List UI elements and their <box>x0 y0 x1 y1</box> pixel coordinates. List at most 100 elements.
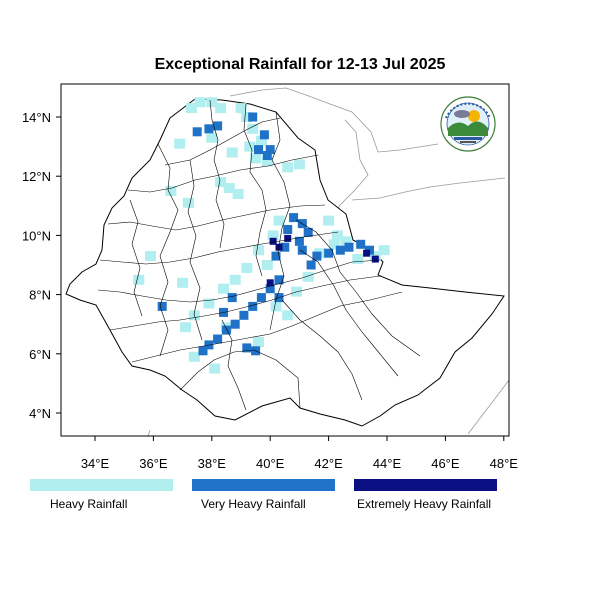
x-tick-label: 40°E <box>256 456 285 471</box>
heavy-rainfall-cell <box>267 230 279 241</box>
very-heavy-rainfall-cell <box>254 145 263 155</box>
eritrea-coast-line-2 <box>335 119 369 213</box>
y-tick-label: 8°N <box>29 288 51 303</box>
very-heavy-rainfall-cell <box>289 213 299 223</box>
very-heavy-rainfall-cell <box>297 245 307 255</box>
y-tick-label: 14°N <box>22 110 51 125</box>
very-heavy-rainfall-cell <box>335 245 345 255</box>
heavy-rainfall-cell <box>340 236 352 247</box>
very-heavy-rainfall-cell <box>221 325 231 335</box>
heavy-rainfall-cell <box>241 112 253 122</box>
y-axis: 4°N 6°N 8°N 10°N 12°N 14°N <box>22 110 61 421</box>
extreme-rainfall-cell <box>371 255 379 263</box>
gulf-of-aden-line <box>351 177 506 201</box>
very-heavy-rainfall-cell <box>262 151 272 160</box>
x-tick-label: 36°E <box>139 456 168 471</box>
extreme-rainfall-cell <box>284 234 292 242</box>
x-tick-label: 44°E <box>373 456 402 471</box>
heavy-rainfall-cell <box>244 141 256 152</box>
heavy-rainfall-cell <box>182 197 194 208</box>
heavy-rainfall-cell <box>261 156 273 167</box>
very-heavy-rainfall-cell <box>192 127 202 137</box>
heavy-rainfall-cell <box>194 97 206 108</box>
very-heavy-rainfall-cell <box>303 227 313 237</box>
somalia-coast-line <box>467 379 509 435</box>
heavy-rainfall-cell <box>174 138 186 149</box>
very-heavy-rainfall-cell <box>227 293 237 303</box>
heavy-rainfall-cell <box>177 277 189 288</box>
very-heavy-rainfall-cell <box>213 121 223 131</box>
heavy-rainfall-cell <box>261 260 273 270</box>
map-frame <box>60 83 510 437</box>
heavy-rainfall-cell <box>218 283 229 294</box>
x-tick-label: 46°E <box>431 456 460 471</box>
legend-extreme-label: Extremely Heavy Rainfall <box>357 497 492 511</box>
heavy-rainfall-cell <box>282 310 294 321</box>
very-heavy-rainfall-cell <box>265 284 275 294</box>
heavy-rainfall-cell <box>209 363 221 374</box>
heavy-rainfall-cell <box>229 274 241 285</box>
very-heavy-rainfall-cell <box>248 301 258 311</box>
y-tick-label: 12°N <box>22 169 51 184</box>
extreme-rainfall-cell <box>363 249 371 257</box>
very-heavy-rainfall-cell <box>248 112 258 122</box>
very-heavy-rainfall-cell <box>283 225 293 234</box>
heavy-rainfall-cell <box>188 351 200 362</box>
very-heavy-rainfall-cell <box>312 251 322 261</box>
y-tick-label: 6°N <box>29 347 51 362</box>
extreme-rainfall-cell <box>269 237 277 245</box>
heavy-rainfall-cell <box>133 274 145 285</box>
heavy-rainfall-cell <box>235 103 247 114</box>
heavy-rainfall-cell <box>293 159 305 170</box>
legend-heavy-swatch <box>30 479 173 491</box>
very-heavy-rainfall-cell <box>259 130 269 140</box>
x-tick-label: 48°E <box>490 456 519 471</box>
x-axis: 34°E 36°E 38°E 40°E 42°E 44°E 46°E 48°E <box>81 436 518 471</box>
very-heavy-rainfall-cell <box>280 242 290 252</box>
heavy-rainfall-cell <box>255 135 267 146</box>
heavy-rainfall-cell <box>215 103 227 114</box>
heavy-rainfall-cell <box>250 153 262 164</box>
very-heavy-rainfall-cell <box>256 293 266 303</box>
heavy-rainfall-cell <box>215 177 227 188</box>
extreme-rainfall-cell <box>266 279 274 287</box>
very-heavy-rainfall-cell <box>213 334 223 344</box>
heavy-rainfall-cell <box>241 263 253 273</box>
heavy-rainfall-cell <box>203 298 215 309</box>
x-tick-label: 34°E <box>81 456 110 471</box>
y-tick-label: 10°N <box>22 228 51 243</box>
eritrea-coast-line <box>229 87 439 153</box>
heavy-rainfall-cell <box>223 183 235 193</box>
very-heavy-rainfall-cell <box>306 260 316 270</box>
very-heavy-rainfall-cell <box>271 251 281 261</box>
heavy-rainfall-cell <box>273 215 285 226</box>
legend-heavy-label: Heavy Rainfall <box>50 497 128 511</box>
southwest-border-line <box>147 429 151 436</box>
heavy-rainfall-cell <box>206 97 218 108</box>
legend-very-heavy-label: Very Heavy Rainfall <box>201 497 306 511</box>
legend-very-heavy-swatch <box>192 479 335 491</box>
heavy-rainfall-cell <box>323 215 335 226</box>
heavy-rainfall-cell <box>378 245 390 256</box>
heavy-rainfall-cell <box>226 147 238 158</box>
neighbor-borders <box>147 87 509 436</box>
very-heavy-rainfall-cell <box>242 343 252 353</box>
very-heavy-rainfall-cell <box>230 319 240 329</box>
very-heavy-rainfall-cell <box>294 236 304 246</box>
heavy-rainfall-cell <box>328 239 340 250</box>
very-heavy-rainfall-cell <box>324 248 334 258</box>
very-heavy-rainfall-cell <box>356 239 366 249</box>
heavy-rainfall-cell <box>352 254 364 265</box>
very-heavy-rainfall-cell <box>198 346 208 356</box>
heavy-rainfall-cell <box>206 132 218 143</box>
y-tick-label: 4°N <box>29 406 51 421</box>
heavy-rainfall-cell <box>185 103 197 114</box>
heavy-rainfall-cell <box>165 186 177 196</box>
heavy-rainfall-cell <box>253 245 264 256</box>
very-heavy-rainfall-cell <box>239 310 249 320</box>
heavy-rainfall-cell <box>232 189 244 199</box>
legend-extreme-swatch <box>354 479 497 491</box>
very-heavy-rainfall-cell <box>204 124 214 134</box>
meteorology-institute-logo-icon <box>440 96 496 152</box>
